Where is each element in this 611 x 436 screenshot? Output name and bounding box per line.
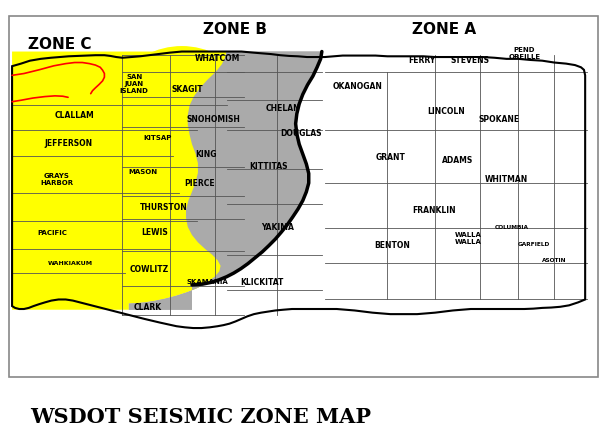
Text: OKANOGAN: OKANOGAN [332, 82, 382, 91]
Text: GRAYS
HARBOR: GRAYS HARBOR [40, 173, 73, 186]
Text: STEVENS: STEVENS [450, 56, 489, 65]
Text: SPOKANE: SPOKANE [479, 115, 520, 124]
Text: SAN
JUAN
ISLAND: SAN JUAN ISLAND [120, 75, 148, 95]
Text: JEFFERSON: JEFFERSON [45, 139, 93, 148]
Text: WALLA
WALLA: WALLA WALLA [455, 232, 481, 245]
Text: GRANT: GRANT [375, 153, 405, 162]
Text: ZONE A: ZONE A [412, 22, 476, 37]
Text: GARFIELD: GARFIELD [518, 242, 550, 247]
Text: WAHKIAKUM: WAHKIAKUM [48, 262, 93, 266]
Text: CLALLAM: CLALLAM [55, 111, 95, 120]
Ellipse shape [87, 46, 277, 284]
Text: CLARK: CLARK [134, 303, 162, 313]
Text: KLICKITAT: KLICKITAT [241, 278, 284, 287]
Text: SNOHOMISH: SNOHOMISH [186, 115, 240, 124]
Text: LINCOLN: LINCOLN [427, 107, 464, 116]
Text: ASOTIN: ASOTIN [542, 258, 566, 263]
Text: ZONE C: ZONE C [28, 37, 92, 52]
Text: ZONE B: ZONE B [203, 22, 268, 37]
Text: KITSAP: KITSAP [144, 135, 172, 140]
Text: KING: KING [195, 150, 216, 159]
Text: LEWIS: LEWIS [142, 228, 169, 237]
Text: KITTITAS: KITTITAS [249, 162, 288, 171]
Polygon shape [129, 51, 322, 310]
Text: FRANKLIN: FRANKLIN [412, 206, 456, 215]
Text: WHATCOM: WHATCOM [195, 54, 240, 63]
Text: SKAGIT: SKAGIT [172, 85, 203, 95]
Text: BENTON: BENTON [374, 241, 410, 250]
Text: MASON: MASON [128, 170, 158, 175]
Polygon shape [12, 51, 227, 310]
Text: DOUGLAS: DOUGLAS [280, 129, 322, 139]
Text: COWLITZ: COWLITZ [130, 265, 169, 274]
Text: PACIFIC: PACIFIC [37, 230, 67, 236]
Polygon shape [129, 51, 322, 310]
Text: WHITMAN: WHITMAN [485, 175, 528, 184]
Text: CHELAN: CHELAN [266, 104, 301, 113]
Text: ADAMS: ADAMS [442, 156, 474, 165]
Text: SKAMANIA: SKAMANIA [186, 279, 229, 285]
Text: THURSTON: THURSTON [140, 204, 188, 212]
Text: YAKIMA: YAKIMA [261, 223, 294, 232]
Text: WSDOT SEISMIC ZONE MAP: WSDOT SEISMIC ZONE MAP [31, 407, 371, 427]
Text: COLUMBIA: COLUMBIA [494, 225, 529, 230]
Text: PEND
OREILLE: PEND OREILLE [508, 47, 541, 60]
Text: PIERCE: PIERCE [185, 179, 215, 188]
Text: FERRY: FERRY [408, 56, 436, 65]
